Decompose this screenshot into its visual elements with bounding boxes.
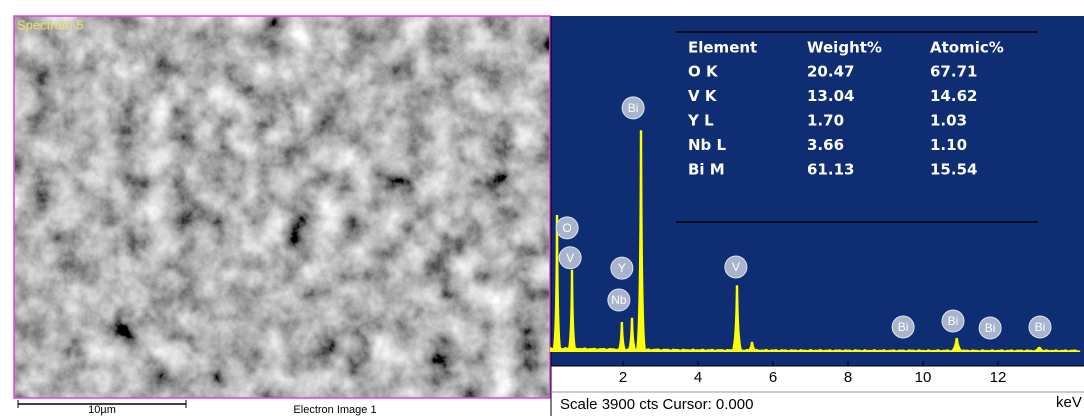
peak-label-badge [555, 216, 579, 240]
spectrum-peak [1030, 346, 1048, 352]
peak-label-badge [941, 309, 965, 333]
table-cell: O K [688, 63, 719, 81]
peak-label: O [562, 221, 571, 235]
spectrum-peak [616, 322, 628, 352]
table-cell: 20.47 [807, 63, 854, 81]
peak-label-badge [621, 96, 645, 120]
peak-label: V [732, 260, 740, 274]
table-cell: Nb L [688, 136, 727, 154]
table-cell: 3.66 [807, 136, 844, 154]
table-header: Element [688, 39, 757, 57]
spectrum-peak [635, 130, 647, 352]
peak-label-badge [558, 246, 582, 270]
x-tick-label: 12 [990, 369, 1007, 386]
table-cell: V K [688, 87, 718, 105]
table-cell: Y L [687, 112, 714, 130]
x-tick-label: 2 [619, 369, 627, 386]
table-cell: Bi M [688, 161, 725, 179]
peak-label-badge [978, 316, 1002, 340]
table-header: Weight% [807, 39, 882, 57]
table-cell: 1.10 [930, 136, 967, 154]
spectrum-peak [566, 269, 578, 352]
table-cell: 14.62 [930, 87, 977, 105]
peak-label-badge [891, 315, 915, 339]
peak-label: Bi [1035, 320, 1046, 334]
x-unit: keV [1056, 394, 1082, 411]
spectrum-peak [730, 285, 744, 352]
spectrum-background [549, 347, 1081, 352]
x-tick-label: 6 [769, 369, 777, 386]
table-cell: 67.71 [930, 63, 977, 81]
table-header: Atomic% [930, 39, 1004, 57]
spectrum-peak [626, 317, 638, 352]
table-cell: 1.03 [930, 112, 967, 130]
peak-label-badge [1028, 315, 1052, 339]
peak-label-badge [610, 256, 634, 280]
x-tick-label: 10 [915, 369, 932, 386]
table-cell: 61.13 [807, 161, 854, 179]
spectrum-peak [551, 214, 563, 352]
image-caption: Electron Image 1 [293, 404, 376, 416]
image-border [13, 15, 551, 399]
spectrum-peak [745, 341, 759, 352]
peak-label: Bi [898, 320, 909, 334]
peak-label: Bi [948, 314, 959, 328]
table-cell: 15.54 [930, 161, 977, 179]
peak-label: Y [618, 261, 626, 275]
table-cell: 1.70 [807, 112, 844, 130]
peak-label: Bi [985, 321, 996, 335]
peak-label: Bi [628, 101, 639, 115]
x-tick-label: 8 [844, 369, 852, 386]
image-label: Spectrum 5 [17, 17, 83, 32]
peak-label: Nb [611, 293, 627, 307]
x-tick-label: 4 [694, 369, 702, 386]
scale-bar-label: 10µm [88, 404, 116, 416]
peak-label-badge [607, 288, 631, 312]
table-cell: 13.04 [807, 87, 854, 105]
peak-label: V [566, 251, 574, 265]
spectrum-peak [949, 337, 965, 352]
status-text: Scale 3900 cts Cursor: 0.000 [560, 396, 753, 413]
peak-label-badge [724, 255, 748, 279]
sem-image [14, 16, 550, 398]
